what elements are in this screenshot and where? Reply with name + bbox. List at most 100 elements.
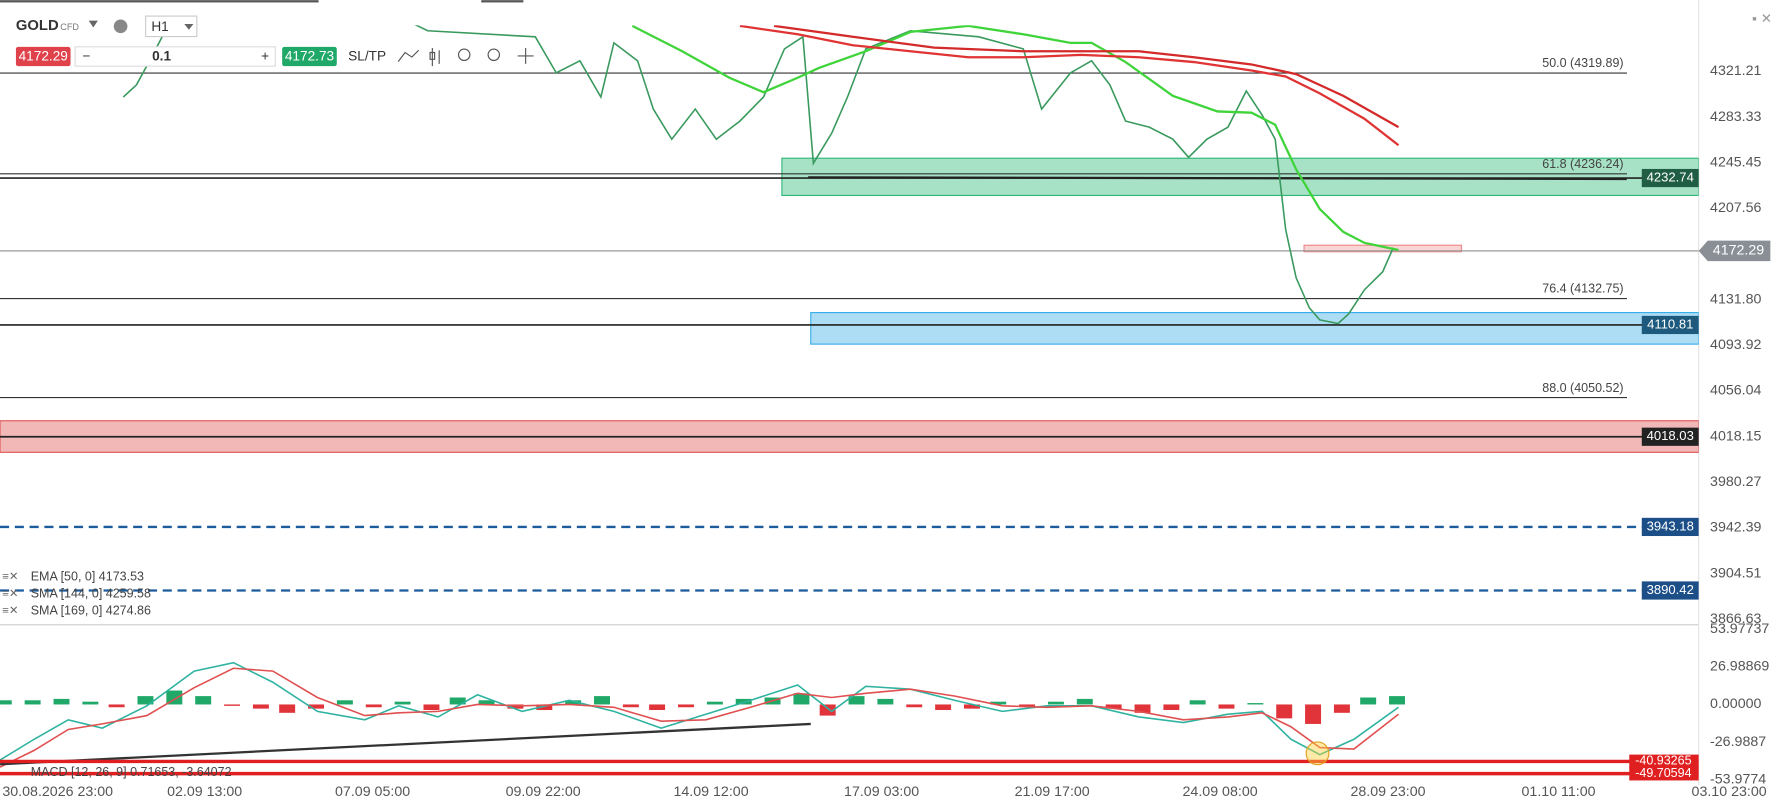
sell-button[interactable] <box>15 46 71 67</box>
legend-icon: ≡✕ <box>2 588 18 600</box>
histogram-bar <box>0 700 12 705</box>
histogram-bar <box>536 704 553 711</box>
instrument-type: CFD <box>60 22 79 32</box>
histogram-bar <box>279 704 296 713</box>
y-tick-label: 3866.63 <box>1710 611 1761 627</box>
histogram-bar <box>478 700 495 705</box>
zoom-in[interactable] <box>487 48 501 62</box>
x-tick-label: 21.09 17:00 <box>1015 784 1090 800</box>
macd-tick-label: -53.9774 <box>1710 771 1766 787</box>
level-label: 3943.18 <box>1647 518 1694 533</box>
window-controls[interactable]: ▪ ✕ <box>1752 11 1772 26</box>
x-tick-label: 01.10 11:00 <box>1522 784 1596 800</box>
ask: 4172.73 <box>285 49 334 64</box>
histogram-bar <box>1389 696 1406 705</box>
histogram-bar <box>793 693 810 705</box>
histogram-bar <box>1105 704 1122 709</box>
volume-input[interactable] <box>74 46 276 67</box>
x-tick-label: 30.08.2026 23:00 <box>2 784 113 800</box>
histogram-bar <box>1189 700 1206 705</box>
toolbar: GOLD CFD H1 4172.29 − 0.1 + 4172.73 SL/T… <box>15 11 1772 67</box>
overlay: 4321.21 4283.33 4245.45 4207.56 4131.80 4093.… <box>2 56 1771 800</box>
macd-level-label: -40.93265 <box>1635 754 1691 768</box>
pan-tool[interactable] <box>517 47 534 64</box>
histogram-bar <box>449 697 466 705</box>
histogram-bar <box>1276 704 1293 719</box>
macd-panel <box>0 661 1699 776</box>
indicator-line <box>739 25 1400 147</box>
timeframe: H1 <box>151 19 168 34</box>
y-tick-label: 4321.21 <box>1710 63 1761 79</box>
histogram-bar <box>423 704 440 711</box>
timeframe-select[interactable] <box>145 15 198 38</box>
main-panel <box>0 25 1699 592</box>
histogram-bar <box>224 704 241 706</box>
level-label: 3890.42 <box>1647 582 1694 597</box>
histogram-bar <box>990 701 1007 705</box>
y-tick-label: 3942.39 <box>1710 520 1761 536</box>
x-tick-label: 07.09 05:00 <box>335 784 410 800</box>
macd-level-label: -49.70594 <box>1635 766 1691 780</box>
histogram-bar <box>1076 698 1093 705</box>
sltp-button[interactable]: SL/TP <box>348 49 386 64</box>
info-icon[interactable] <box>113 19 128 34</box>
legend-icon: ≡✕ <box>2 605 18 617</box>
legend-icon: ≡✕ <box>2 571 18 583</box>
candle-tool[interactable] <box>429 47 440 67</box>
macd-trendline <box>0 722 811 766</box>
histogram-bar <box>819 704 836 716</box>
histogram-bar <box>963 704 980 709</box>
x-tick-label: 24.09 08:00 <box>1183 784 1258 800</box>
zone <box>810 311 1699 345</box>
macd-level-box <box>1629 766 1699 781</box>
histogram-bar <box>622 704 639 708</box>
histogram-bar <box>53 698 70 705</box>
legend-entry: SMA [144, 0] 4259.58 <box>31 586 151 600</box>
histogram-bar <box>24 700 41 705</box>
level-label: 4232.74 <box>1647 169 1694 184</box>
histogram-bar <box>365 704 382 708</box>
level-label: 4018.03 <box>1647 428 1694 443</box>
fib-label: 88.0 (4050.52) <box>1542 381 1623 395</box>
y-tick-label: 4018.15 <box>1710 428 1761 444</box>
x-tick-label: 14.09 12:00 <box>673 784 748 800</box>
y-tick-label: 4283.33 <box>1710 109 1761 125</box>
plus: + <box>261 49 269 64</box>
y-tick-label: 4056.04 <box>1710 383 1761 399</box>
histogram-bar <box>82 701 99 705</box>
y-tick-label: 3904.51 <box>1710 565 1761 581</box>
zoom-out[interactable] <box>457 48 471 62</box>
y-tick-label: 4245.45 <box>1710 154 1761 170</box>
macd-legend: MACD [12, 26, 9] 0.71653, -3.64072 <box>31 765 232 779</box>
macd-level-box <box>1629 754 1699 769</box>
fib-label: 50.0 (4319.89) <box>1542 56 1623 70</box>
x-tick-label: 02.09 13:00 <box>167 784 242 800</box>
fib-label: 76.4 (4132.75) <box>1542 282 1623 296</box>
level-label-box <box>1641 427 1699 446</box>
macd-line <box>0 661 1399 761</box>
x-tick-label: 09.09 22:00 <box>506 784 581 800</box>
buy-button[interactable] <box>282 46 337 67</box>
indicator-line <box>631 25 1399 252</box>
histogram-bar <box>507 704 524 709</box>
line-tool[interactable] <box>397 49 420 62</box>
dropdown-arrow <box>184 24 194 30</box>
histogram-bar <box>1163 704 1180 711</box>
histogram-bar <box>906 704 923 708</box>
histogram-bar <box>195 696 212 705</box>
x-tick-label: 17.09 03:00 <box>844 784 919 800</box>
current-price-box <box>1698 240 1771 262</box>
histogram-bar <box>1360 697 1377 705</box>
histogram-bar <box>935 704 952 711</box>
histogram-bar <box>594 696 610 705</box>
level-label: 4110.81 <box>1647 316 1693 331</box>
histogram-bar <box>252 704 269 709</box>
histogram-bar <box>308 704 324 709</box>
level-label-box <box>1641 581 1699 600</box>
dropdown-arrow[interactable] <box>88 20 98 28</box>
level-label-box <box>1641 315 1699 335</box>
level-label-box <box>1641 517 1699 537</box>
y-tick-label: 3980.27 <box>1710 474 1761 490</box>
macd-tick-label: 53.97737 <box>1710 621 1769 637</box>
histogram-bar <box>1134 704 1151 713</box>
